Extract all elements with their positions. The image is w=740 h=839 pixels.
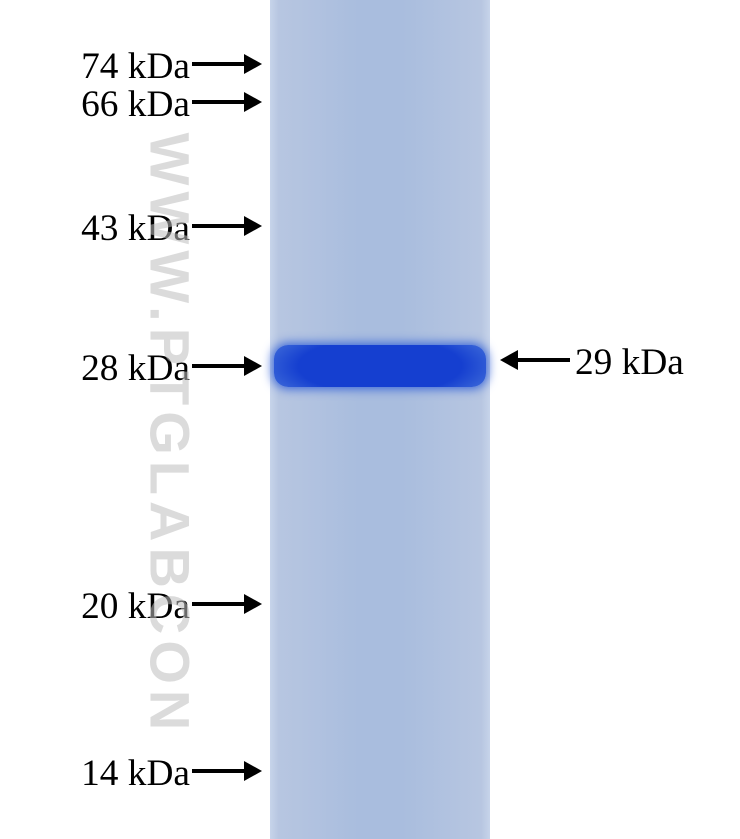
marker-label: 43 kDa: [81, 207, 190, 250]
marker-label: 66 kDa: [81, 83, 190, 126]
marker-arrow-head: [244, 216, 262, 236]
gel-lane: [270, 0, 490, 839]
watermark-text: WWW.PTGLABCON: [138, 85, 203, 785]
marker-arrow-head: [244, 356, 262, 376]
marker-arrow-head: [244, 54, 262, 74]
sample-arrow: [518, 358, 570, 362]
marker-arrow: [192, 769, 244, 773]
marker-arrow-head: [244, 594, 262, 614]
gel-figure: 74 kDa66 kDa 43 kDa 28 kDa 20 kDa 14 kDa 29 …: [0, 0, 740, 839]
marker-arrow-head: [244, 761, 262, 781]
marker-arrow: [192, 100, 244, 104]
marker-label: 14 kDa: [81, 752, 190, 795]
marker-label: 20 kDa: [81, 585, 190, 628]
marker-arrow: [192, 62, 244, 66]
sample-arrow-head: [500, 350, 518, 370]
marker-arrow: [192, 602, 244, 606]
sample-band-label: 29 kDa: [575, 341, 684, 384]
marker-label: 74 kDa: [81, 45, 190, 88]
marker-arrow-head: [244, 92, 262, 112]
protein-band: [274, 345, 486, 387]
marker-arrow: [192, 224, 244, 228]
marker-arrow: [192, 364, 244, 368]
marker-label: 28 kDa: [81, 347, 190, 390]
